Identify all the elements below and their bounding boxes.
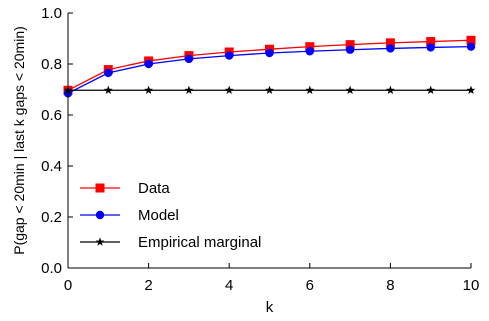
data-point xyxy=(426,37,436,47)
data-point xyxy=(305,42,315,52)
x-axis-title: k xyxy=(266,299,274,316)
data-point xyxy=(426,85,436,94)
legend-label: Model xyxy=(138,207,179,224)
x-tick-label: 10 xyxy=(463,277,480,294)
y-tick-label: 0.0 xyxy=(41,260,62,277)
legend-marker xyxy=(95,183,105,193)
data-point xyxy=(386,44,395,53)
data-point xyxy=(466,85,476,94)
x-tick-label: 8 xyxy=(386,277,394,294)
data-point xyxy=(265,48,274,58)
y-tick-label: 0.6 xyxy=(41,107,62,124)
series-empirical-marginal xyxy=(63,85,476,94)
legend-marker xyxy=(95,210,105,220)
y-tick-label: 0.4 xyxy=(41,158,62,175)
legend-label: Data xyxy=(138,180,170,197)
y-tick-label: 0.2 xyxy=(41,209,62,226)
data-point xyxy=(184,85,194,94)
data-point xyxy=(265,85,274,94)
x-tick-label: 0 xyxy=(64,277,72,294)
data-point xyxy=(385,38,395,48)
legend-label: Empirical marginal xyxy=(138,234,261,251)
data-point xyxy=(345,45,355,54)
data-point xyxy=(184,54,194,64)
legend-item: Empirical marginal xyxy=(80,234,261,251)
x-tick-label: 2 xyxy=(144,277,152,294)
data-point xyxy=(386,85,395,94)
data-point xyxy=(305,47,314,56)
data-point xyxy=(466,42,476,51)
data-point xyxy=(345,40,355,50)
y-axis-title: P(gap < 20min | last k gaps < 20min) xyxy=(11,26,27,255)
data-point xyxy=(144,59,153,69)
series-model xyxy=(63,42,476,98)
plot-layer xyxy=(63,35,476,98)
data-point xyxy=(104,68,113,78)
x-axis-ticks: 0 2 4 6 8 10 xyxy=(64,263,480,294)
x-tick-label: 6 xyxy=(306,277,314,294)
data-point xyxy=(103,85,113,94)
data-point xyxy=(224,85,234,94)
data-point xyxy=(345,85,355,94)
legend-item: Data xyxy=(80,180,170,197)
data-point xyxy=(305,85,315,94)
legend-marker xyxy=(95,237,105,246)
data-point xyxy=(466,35,476,45)
data-point xyxy=(144,85,153,94)
y-tick-label: 1.0 xyxy=(41,5,62,22)
data-point xyxy=(225,51,234,60)
legend-item: Model xyxy=(80,207,179,224)
legend: Data Model Empirical marginal xyxy=(80,180,261,251)
y-axis-ticks: 0.0 0.2 0.4 0.6 0.8 1.0 xyxy=(41,5,73,277)
y-tick-label: 0.8 xyxy=(41,56,62,73)
data-point xyxy=(426,43,435,52)
x-tick-label: 4 xyxy=(225,277,233,294)
